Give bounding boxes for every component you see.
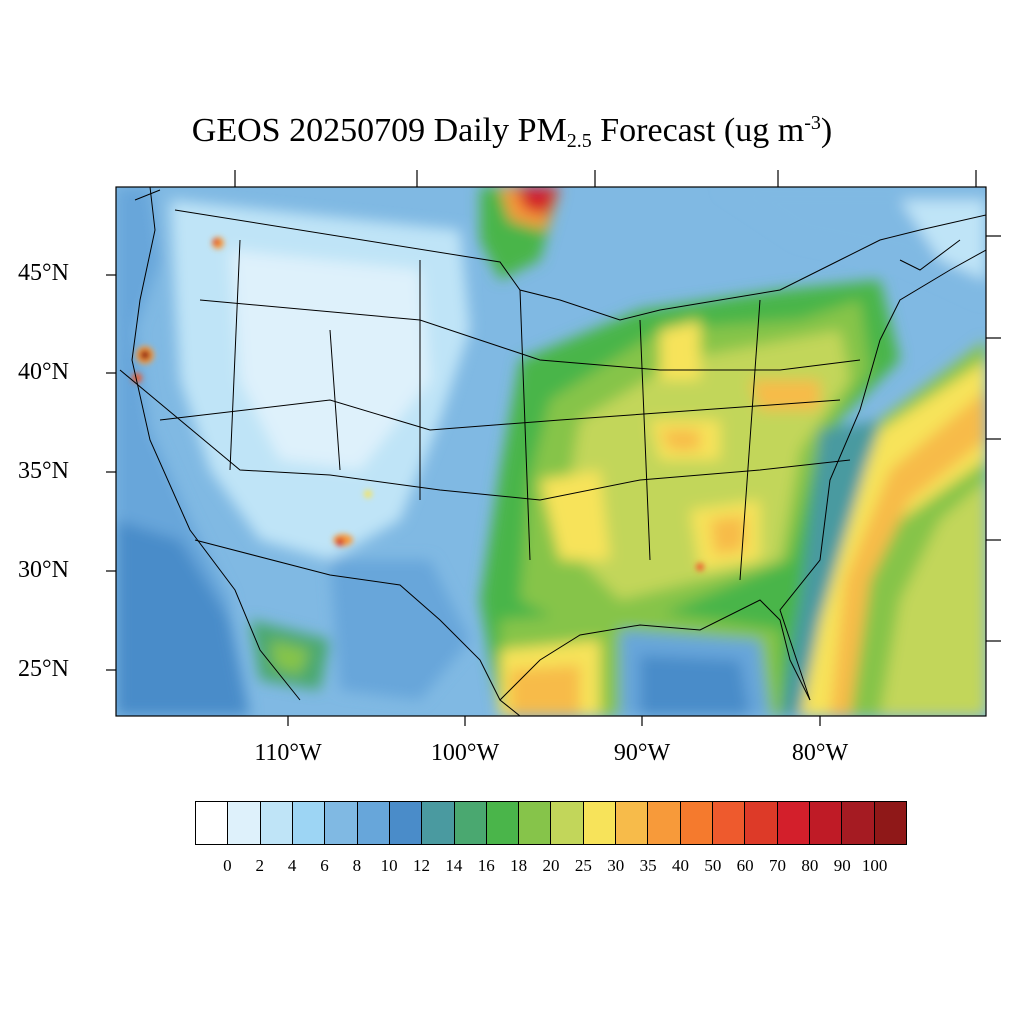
colorbar-swatch [713, 802, 746, 844]
colorbar-tick-label: 80 [801, 856, 819, 875]
lon-label-80w: 80°W [791, 740, 849, 766]
colorbar-tick-label: 10 [380, 856, 398, 875]
colorbar-swatch [809, 802, 843, 844]
colorbar-swatch [874, 802, 906, 844]
colorbar-swatch [292, 802, 326, 844]
colorbar-tick-label: 0 [223, 856, 232, 875]
colorbar-tick-label: 25 [574, 856, 592, 875]
colorbar-swatch [260, 802, 293, 844]
colorbar-tick-label: 30 [607, 856, 625, 875]
boundary-lines [119, 187, 986, 716]
colorbar-swatch [325, 802, 358, 844]
map-frame [115, 186, 987, 717]
colorbar-tick-label: 2 [255, 856, 264, 875]
colorbar-tick-label: 35 [639, 856, 657, 875]
colorbar-swatch [228, 802, 261, 844]
colorbar-swatch [454, 802, 487, 844]
concentration-field [116, 187, 986, 716]
lat-label-45: 45°N [18, 260, 69, 286]
colorbar-swatch [519, 802, 552, 844]
colorbar-swatch [196, 802, 229, 844]
colorbar-tick-label: 16 [477, 856, 495, 875]
colorbar-tick-label: 8 [352, 856, 362, 875]
colorbar-tick-label: 90 [833, 856, 851, 875]
colorbar-tick-label: 12 [413, 856, 431, 875]
colorbar-tick-label: 18 [510, 856, 528, 875]
colorbar-tick-label: 70 [769, 856, 787, 875]
lat-label-40: 40°N [18, 359, 69, 385]
colorbar-swatch [745, 802, 778, 844]
colorbar-tick-label: 6 [320, 856, 329, 875]
colorbar-tick-label: 40 [671, 856, 689, 875]
colorbar-tick-label: 14 [445, 856, 463, 875]
colorbar-swatch [389, 802, 423, 844]
colorbar-swatch [616, 802, 649, 844]
colorbar-swatch [357, 802, 390, 844]
colorbar-tick-label: 50 [704, 856, 722, 875]
lon-label-100w: 100°W [430, 740, 500, 766]
lat-label-25: 25°N [18, 656, 69, 682]
colorbar-tick-label: 100 [861, 856, 888, 875]
axis-ticks [106, 170, 1001, 726]
lat-label-35: 35°N [18, 458, 69, 484]
colorbar-swatch [422, 802, 455, 844]
colorbar-swatch [486, 802, 520, 844]
colorbar-swatch [583, 802, 617, 844]
colorbar-swatch [842, 802, 875, 844]
colorbar-swatch [648, 802, 681, 844]
colorbar-swatch [680, 802, 713, 844]
colorbar-tick-label: 4 [287, 856, 297, 875]
lon-label-90w: 90°W [613, 740, 671, 766]
lat-label-30: 30°N [18, 557, 69, 583]
colorbar [195, 801, 907, 845]
colorbar-swatch [777, 802, 810, 844]
colorbar-swatch [551, 802, 584, 844]
map-title: GEOS 20250709 Daily PM2.5 Forecast (ug m… [191, 112, 833, 152]
colorbar-tick-label: 60 [736, 856, 754, 875]
lon-label-110w: 110°W [254, 740, 322, 766]
colorbar-tick-label: 20 [542, 856, 560, 875]
